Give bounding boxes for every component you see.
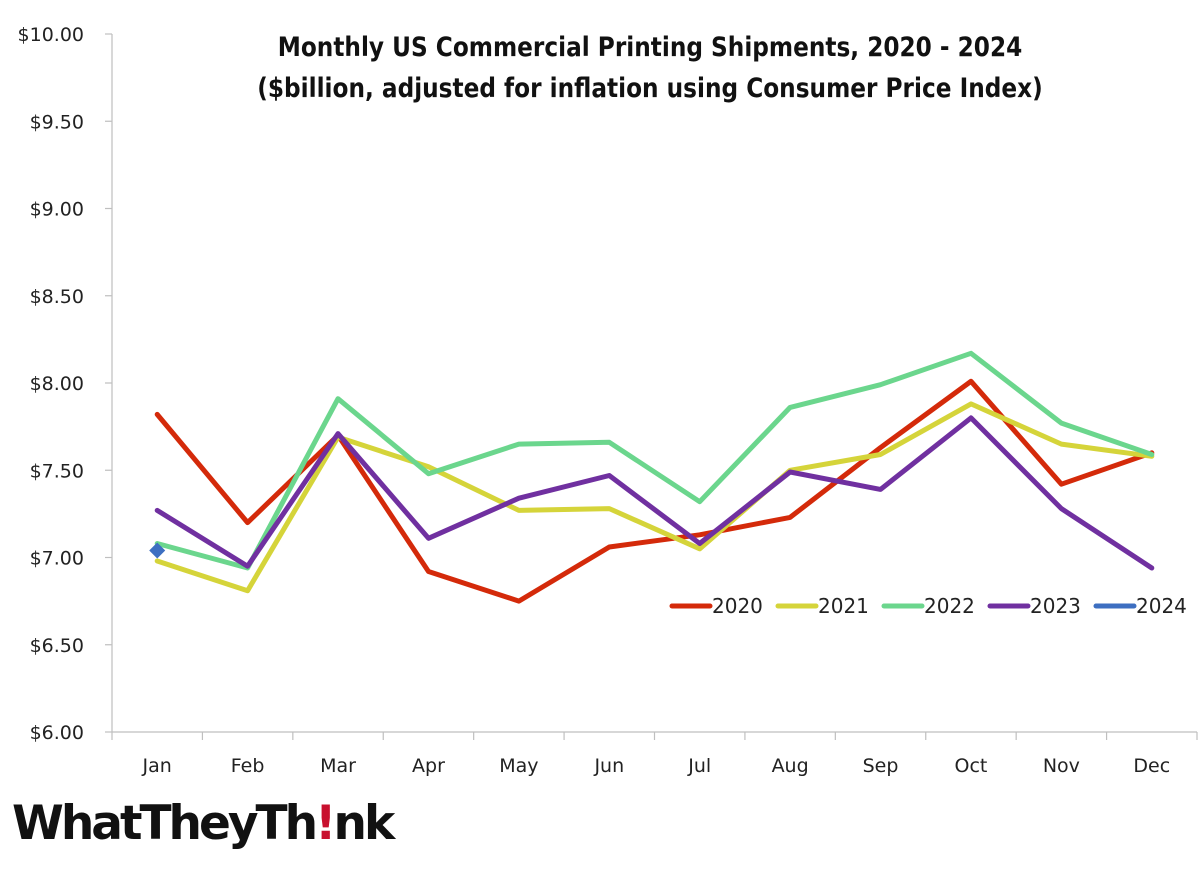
x-tick-label: Oct — [955, 755, 988, 777]
series-line-2022 — [154, 350, 1155, 571]
whattheythink-logo: WhatTheyTh!nk — [12, 796, 395, 851]
y-tick-label: $6.00 — [30, 722, 84, 744]
series-line-2020 — [154, 378, 1155, 604]
x-tick-label: Feb — [231, 755, 265, 777]
x-tick-label: Sep — [863, 755, 899, 777]
x-tick-label: Dec — [1133, 755, 1170, 777]
axes: $6.00 $6.50 $7.00 $7.50 $8.00 $8.50 $9.00 $9.50… — [18, 24, 1198, 777]
y-tick-label: $9.00 — [30, 199, 84, 221]
legend-label-2022: 2022 — [924, 594, 975, 618]
x-tick-label: Aug — [772, 755, 809, 777]
x-tick-label: Jul — [687, 755, 711, 777]
legend-label-2023: 2023 — [1030, 594, 1081, 618]
y-tick-label: $10.00 — [18, 24, 84, 46]
series-point-2024 — [149, 542, 166, 559]
x-tick-label: Apr — [412, 755, 445, 777]
y-tick-label: $8.50 — [30, 286, 84, 308]
legend-label-2021: 2021 — [818, 594, 869, 618]
chart-subtitle: ($billion, adjusted for inflation using … — [257, 73, 1043, 104]
x-tick-label: Mar — [320, 755, 356, 777]
logo-text-before: WhatTheyTh — [12, 796, 318, 851]
y-tick-label: $7.50 — [30, 460, 84, 482]
exclamation-mark-icon: ! — [315, 796, 337, 851]
y-tick-label: $8.00 — [30, 373, 84, 395]
x-tick-label: May — [499, 755, 538, 777]
y-tick-label: $6.50 — [30, 635, 84, 657]
logo-text-after: nk — [333, 796, 395, 851]
legend-label-2020: 2020 — [712, 594, 763, 618]
series-layer — [149, 350, 1155, 604]
legend-label-2024: 2024 — [1136, 594, 1187, 618]
y-tick-label: $9.50 — [30, 111, 84, 133]
x-tick-label: Jun — [593, 755, 624, 777]
series-line-2021 — [154, 401, 1155, 594]
chart-title: Monthly US Commercial Printing Shipments… — [277, 32, 1023, 63]
legend: 2020 2021 2022 2023 2024 — [669, 594, 1187, 618]
y-tick-label: $7.00 — [30, 548, 84, 570]
series-line-2023 — [154, 415, 1155, 571]
x-tick-label: Jan — [142, 755, 172, 777]
x-tick-label: Nov — [1043, 755, 1080, 777]
